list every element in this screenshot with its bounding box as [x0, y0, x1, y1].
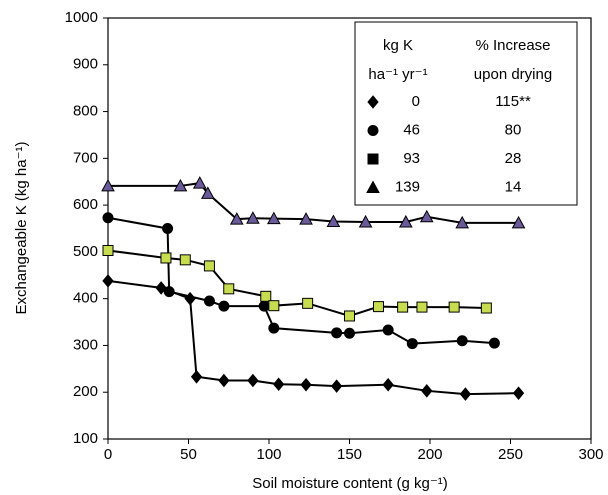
x-tick-label: 200 — [417, 446, 442, 463]
marker — [155, 281, 167, 295]
marker — [203, 295, 215, 307]
legend-header: ha⁻¹ yr⁻¹ — [368, 66, 427, 83]
marker — [512, 386, 525, 400]
legend-increase: 80 — [505, 121, 522, 138]
marker — [382, 377, 394, 392]
legend-header: kg K — [383, 37, 413, 54]
marker — [102, 212, 114, 224]
y-tick-label: 100 — [73, 430, 98, 447]
marker — [330, 379, 343, 393]
marker — [162, 223, 174, 234]
marker — [421, 384, 433, 398]
marker — [218, 373, 230, 388]
legend-header: % Increase — [475, 37, 550, 54]
marker — [101, 178, 115, 192]
marker — [456, 335, 468, 347]
series-line — [107, 279, 519, 396]
legend-increase: 115** — [495, 93, 531, 110]
marker — [273, 377, 285, 392]
marker — [268, 300, 280, 312]
legend-box — [354, 21, 578, 206]
marker — [372, 301, 384, 313]
x-tick-label: 100 — [256, 446, 281, 463]
marker — [102, 244, 114, 256]
y-tick-label: 200 — [73, 383, 98, 400]
marker — [246, 211, 260, 224]
marker — [258, 300, 270, 312]
marker — [163, 286, 175, 298]
marker — [406, 338, 418, 350]
marker — [511, 215, 526, 229]
legend-marker — [367, 153, 379, 165]
marker — [326, 214, 341, 227]
marker — [299, 212, 313, 225]
marker — [268, 322, 280, 334]
legend-label: 0 — [412, 93, 420, 110]
marker — [266, 211, 281, 225]
legend-label: 46 — [403, 121, 420, 138]
y-tick-label: 300 — [73, 336, 98, 353]
marker — [459, 387, 472, 401]
legend-increase: 14 — [505, 178, 522, 195]
marker — [229, 212, 244, 225]
legend-marker — [366, 180, 380, 193]
marker — [260, 290, 272, 302]
y-tick-label: 700 — [73, 149, 98, 166]
marker — [184, 291, 196, 306]
marker — [331, 327, 343, 339]
legend-label: 93 — [403, 150, 420, 167]
marker — [190, 370, 203, 384]
legend-increase: 28 — [505, 150, 522, 167]
marker — [455, 215, 470, 229]
y-tick-label: 600 — [73, 196, 98, 213]
marker — [203, 260, 215, 272]
y-tick-label: 1000 — [65, 9, 98, 26]
x-tick-label: 0 — [104, 446, 112, 463]
y-tick-label: 800 — [73, 103, 98, 120]
marker — [200, 186, 215, 199]
marker — [302, 297, 314, 309]
y-tick-label: 500 — [73, 243, 98, 260]
marker — [344, 310, 355, 322]
legend-label: 139 — [395, 178, 420, 195]
marker — [300, 377, 312, 392]
x-axis-label: Soil moisture content (g kg⁻¹) — [252, 475, 448, 492]
marker — [488, 337, 500, 349]
marker — [358, 214, 373, 228]
legend-header: upon drying — [474, 66, 552, 83]
marker — [382, 324, 394, 336]
series-line — [107, 216, 495, 345]
x-tick-label: 300 — [578, 446, 603, 463]
marker — [192, 176, 207, 189]
marker — [173, 178, 188, 192]
marker — [247, 373, 259, 388]
legend-marker — [367, 125, 379, 136]
marker — [448, 301, 460, 313]
marker — [419, 209, 434, 223]
marker — [179, 254, 191, 266]
marker — [480, 302, 492, 314]
legend-marker — [367, 95, 379, 109]
marker — [218, 300, 230, 312]
y-tick-label: 900 — [73, 56, 98, 73]
marker — [160, 252, 172, 264]
y-tick-label: 400 — [73, 290, 98, 307]
marker — [416, 301, 428, 313]
marker — [102, 274, 114, 288]
marker — [397, 301, 409, 313]
marker — [344, 327, 355, 339]
marker — [399, 214, 413, 228]
y-axis-label: Exchangeable K (kg ha⁻¹) — [13, 141, 30, 314]
x-tick-label: 50 — [180, 446, 197, 463]
x-tick-label: 150 — [337, 446, 362, 463]
marker — [223, 283, 235, 295]
x-tick-label: 250 — [498, 446, 523, 463]
